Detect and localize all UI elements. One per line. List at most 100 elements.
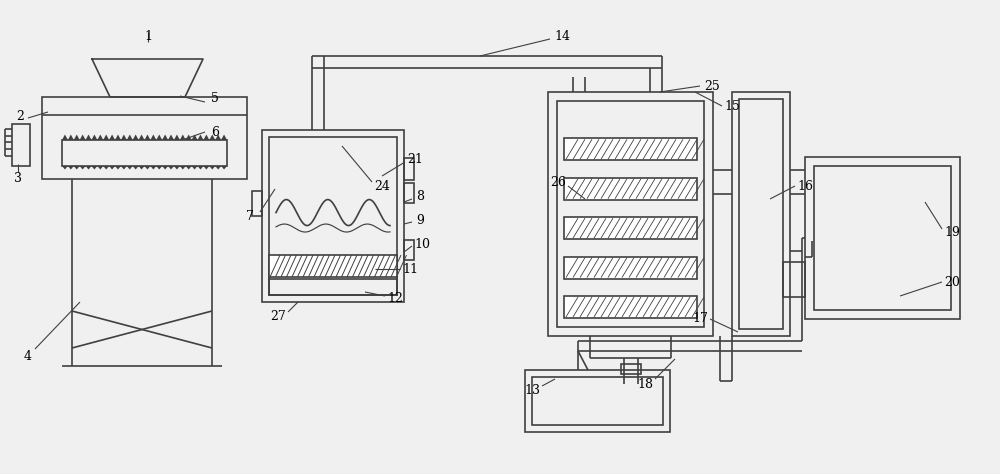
Polygon shape — [150, 135, 156, 140]
Bar — [404, 183, 414, 203]
Polygon shape — [180, 135, 186, 140]
Polygon shape — [215, 135, 221, 140]
Polygon shape — [203, 166, 209, 170]
Polygon shape — [209, 166, 215, 170]
Polygon shape — [115, 166, 121, 170]
Text: 1: 1 — [144, 29, 152, 43]
Bar — [557, 101, 704, 327]
Bar — [269, 137, 397, 295]
Bar — [404, 240, 414, 260]
Bar — [252, 191, 262, 216]
Polygon shape — [144, 166, 150, 170]
Text: 17: 17 — [692, 312, 708, 326]
Text: 11: 11 — [402, 263, 418, 275]
Text: 2: 2 — [16, 109, 24, 122]
Text: 7: 7 — [246, 210, 254, 222]
Polygon shape — [133, 135, 139, 140]
Polygon shape — [192, 135, 198, 140]
Polygon shape — [162, 166, 168, 170]
Text: 8: 8 — [416, 190, 424, 202]
Text: 10: 10 — [414, 237, 430, 250]
Polygon shape — [91, 135, 97, 140]
Polygon shape — [221, 166, 227, 170]
Bar — [564, 256, 697, 279]
Polygon shape — [192, 166, 198, 170]
Bar — [564, 296, 697, 318]
Text: 27: 27 — [270, 310, 286, 322]
Text: 5: 5 — [211, 91, 219, 104]
Polygon shape — [103, 135, 109, 140]
Polygon shape — [80, 135, 86, 140]
Polygon shape — [156, 166, 162, 170]
Polygon shape — [198, 135, 203, 140]
Polygon shape — [62, 166, 68, 170]
Polygon shape — [198, 166, 203, 170]
Polygon shape — [127, 166, 133, 170]
Polygon shape — [127, 135, 133, 140]
Text: 20: 20 — [944, 275, 960, 289]
Polygon shape — [162, 135, 168, 140]
Text: 4: 4 — [24, 349, 32, 363]
Polygon shape — [80, 166, 86, 170]
Polygon shape — [168, 135, 174, 140]
Polygon shape — [86, 135, 91, 140]
Bar — [404, 158, 414, 180]
Text: 3: 3 — [14, 172, 22, 184]
Text: 19: 19 — [944, 226, 960, 238]
Polygon shape — [121, 135, 127, 140]
Polygon shape — [121, 166, 127, 170]
Polygon shape — [150, 166, 156, 170]
Polygon shape — [97, 166, 103, 170]
Polygon shape — [144, 135, 150, 140]
Bar — [564, 217, 697, 239]
Bar — [783, 262, 805, 297]
Bar — [262, 130, 404, 302]
Polygon shape — [203, 135, 209, 140]
Text: 14: 14 — [554, 29, 570, 43]
Polygon shape — [186, 166, 192, 170]
Bar — [548, 92, 713, 336]
Text: 6: 6 — [211, 126, 219, 138]
Polygon shape — [139, 135, 144, 140]
Text: 24: 24 — [374, 180, 390, 192]
Bar — [525, 370, 670, 432]
Polygon shape — [156, 135, 162, 140]
Polygon shape — [186, 135, 192, 140]
Text: 26: 26 — [550, 176, 566, 190]
Bar — [621, 364, 641, 374]
Bar — [12, 124, 30, 166]
Polygon shape — [139, 166, 144, 170]
Bar — [805, 157, 960, 319]
Polygon shape — [74, 166, 80, 170]
Bar — [739, 99, 783, 329]
Bar — [564, 178, 697, 200]
Bar — [269, 279, 397, 295]
Bar — [42, 97, 247, 179]
Polygon shape — [174, 166, 180, 170]
Polygon shape — [115, 135, 121, 140]
Polygon shape — [74, 135, 80, 140]
Text: 15: 15 — [724, 100, 740, 112]
Bar — [269, 255, 397, 277]
Polygon shape — [109, 166, 115, 170]
Polygon shape — [215, 166, 221, 170]
Polygon shape — [174, 135, 180, 140]
Text: 12: 12 — [387, 292, 403, 306]
Text: 25: 25 — [704, 80, 720, 92]
Polygon shape — [97, 135, 103, 140]
Polygon shape — [62, 135, 68, 140]
Polygon shape — [168, 166, 174, 170]
Text: 21: 21 — [407, 153, 423, 165]
Bar — [564, 138, 697, 160]
Bar — [814, 166, 951, 310]
Polygon shape — [133, 166, 139, 170]
Polygon shape — [91, 166, 97, 170]
Polygon shape — [209, 135, 215, 140]
Text: 18: 18 — [637, 377, 653, 391]
Bar — [62, 140, 227, 166]
Polygon shape — [221, 135, 227, 140]
Text: 9: 9 — [416, 213, 424, 227]
Polygon shape — [109, 135, 115, 140]
Polygon shape — [103, 166, 109, 170]
Polygon shape — [68, 166, 74, 170]
